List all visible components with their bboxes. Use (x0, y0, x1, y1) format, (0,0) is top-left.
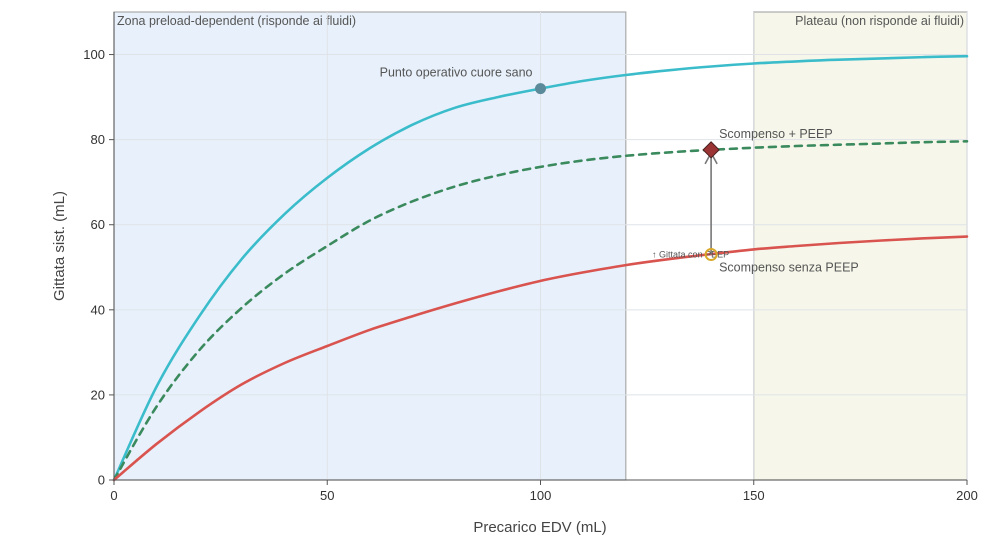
x-tick-label: 150 (743, 488, 765, 503)
y-tick-label: 20 (91, 387, 105, 402)
zone-label: Plateau (non risponde ai fluidi) (795, 14, 964, 28)
y-axis-title: Gittata sist. (mL) (51, 191, 68, 301)
curve-healthy (112, 54, 969, 482)
no-peep-point-label: Scompenso senza PEEP (719, 261, 859, 275)
x-tick-label: 50 (320, 488, 334, 503)
x-tick-label: 0 (110, 488, 117, 503)
y-tick-label: 60 (91, 217, 105, 232)
series-layer (112, 54, 969, 482)
zone-label: Zona preload-dependent (risponde ai flui… (117, 14, 356, 28)
y-tick-label: 40 (91, 302, 105, 317)
x-tick-label: 200 (956, 488, 978, 503)
points-layer: Punto operativo cuore sano Scompenso + PE… (380, 66, 859, 275)
no-peep-point (704, 248, 718, 262)
peep-point (702, 141, 720, 159)
x-tick-label: 100 (530, 488, 552, 503)
curve-failure-peep (112, 140, 969, 482)
peep-point-label: Scompenso + PEEP (719, 127, 833, 141)
curve-failure (112, 235, 969, 482)
healthy-operating-point (535, 83, 546, 95)
arrow-layer: ↑ Gittata con PEEP (652, 151, 729, 260)
y-tick-label: 80 (91, 132, 105, 147)
healthy-point-label: Punto operativo cuore sano (380, 66, 533, 80)
y-tick-label: 100 (83, 47, 105, 62)
arrow-label: ↑ Gittata con PEEP (652, 250, 729, 260)
zone-band (113, 11, 627, 481)
y-tick-label: 0 (98, 473, 105, 488)
axes-layer: 0 50 100 150 200 0 20 40 60 80 100 (83, 12, 978, 503)
x-axis-title: Precarico EDV (mL) (473, 519, 606, 536)
